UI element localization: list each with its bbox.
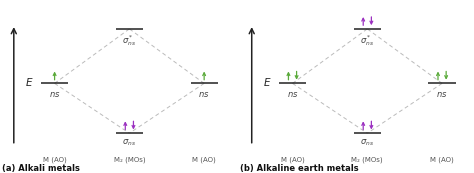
Text: $ns$: $ns$: [437, 90, 448, 99]
Text: $\sigma_{ns}$: $\sigma_{ns}$: [360, 138, 374, 148]
Text: M₂ (MOs): M₂ (MOs): [352, 156, 383, 163]
Text: $\sigma^*_{ns}$: $\sigma^*_{ns}$: [122, 34, 137, 48]
Text: $ns$: $ns$: [199, 90, 210, 99]
Text: M (AO): M (AO): [430, 156, 454, 163]
Text: $E$: $E$: [263, 76, 272, 88]
Text: M (AO): M (AO): [281, 156, 304, 163]
Text: M (AO): M (AO): [43, 156, 66, 163]
Text: $E$: $E$: [25, 76, 34, 88]
Text: $\sigma_{ns}$: $\sigma_{ns}$: [122, 138, 137, 148]
Text: M (AO): M (AO): [192, 156, 216, 163]
Text: $ns$: $ns$: [49, 90, 60, 99]
Text: (b) Alkaline earth metals: (b) Alkaline earth metals: [240, 164, 359, 173]
Text: M₂ (MOs): M₂ (MOs): [114, 156, 145, 163]
Text: $ns$: $ns$: [287, 90, 298, 99]
Text: $\sigma^*_{ns}$: $\sigma^*_{ns}$: [360, 34, 374, 48]
Text: (a) Alkali metals: (a) Alkali metals: [2, 164, 81, 173]
